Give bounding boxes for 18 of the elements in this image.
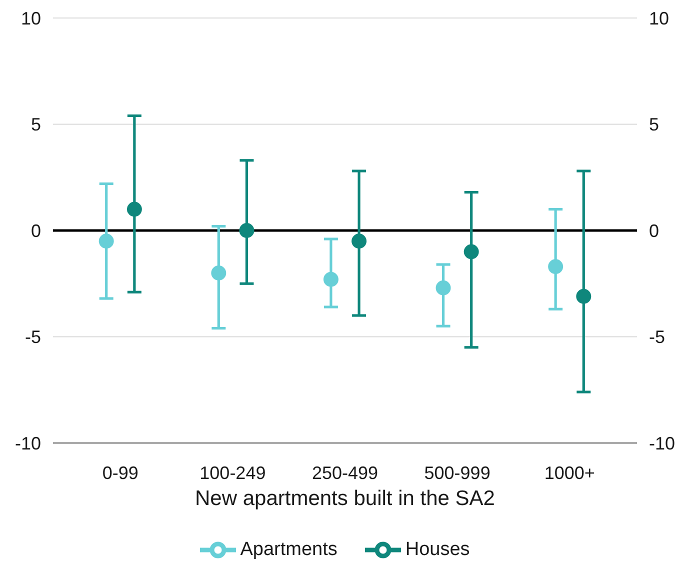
y2-tick-label: -5 [649, 327, 666, 348]
y2-tick-label: 5 [649, 114, 660, 135]
x-tick-label: 1000+ [544, 462, 595, 483]
y-tick-label: -10 [14, 433, 41, 454]
legend-label: Houses [405, 539, 470, 560]
x-axis-title: New apartments built in the SA2 [195, 487, 495, 510]
y-tick-label: -5 [24, 327, 41, 348]
y-tick-label: 5 [30, 114, 41, 135]
y2-tick-label: 10 [649, 8, 670, 28]
x-tick-label: 0-99 [102, 462, 138, 483]
legend-label: Apartments [240, 539, 338, 560]
y2-tick-label: -10 [649, 433, 676, 454]
x-tick-label: 100-249 [200, 462, 266, 483]
x-tick-label: 250-499 [312, 462, 378, 483]
y2-tick-label: 0 [649, 220, 660, 241]
x-tick-label: 500-999 [424, 462, 490, 483]
y-tick-label: 10 [20, 8, 41, 28]
y-tick-label: 0 [30, 220, 41, 241]
